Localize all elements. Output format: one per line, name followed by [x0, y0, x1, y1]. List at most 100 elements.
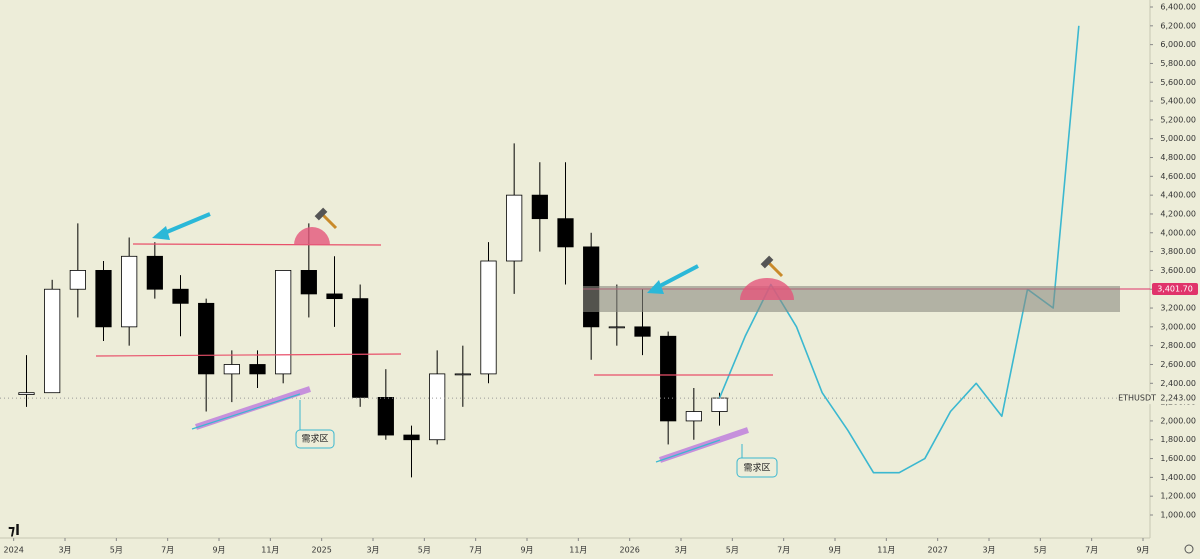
- demand-channel: [655, 439, 721, 463]
- callout-box: [736, 457, 778, 478]
- candle-body: [480, 260, 497, 375]
- y-tick-label: 3,800.00: [1160, 247, 1196, 256]
- candle-body: [249, 364, 266, 375]
- x-tick-label: 5月: [418, 546, 431, 555]
- hammer-icon: [314, 207, 338, 230]
- y-tick-label: 4,400.00: [1160, 191, 1196, 200]
- candle-body: [429, 373, 446, 441]
- candle-body: [660, 335, 677, 422]
- annotation: 需求区: [301, 433, 328, 445]
- candle-body: [69, 270, 86, 290]
- candle-body: [711, 397, 728, 412]
- x-tick-label: 2024: [3, 546, 23, 555]
- candle-body: [275, 270, 292, 375]
- x-tick-label: 7月: [1085, 546, 1098, 555]
- candle-body: [454, 373, 471, 376]
- annotation-layer: 需求区 需求区 ⁊ⅼ: [8, 207, 1194, 554]
- y-tick-label: 5,400.00: [1160, 97, 1196, 106]
- y-tick-label: 2,400.00: [1160, 379, 1196, 388]
- demand-channel: [195, 386, 311, 430]
- y-tick-label: 2,600.00: [1160, 360, 1196, 369]
- y-tick-label: 3,200.00: [1160, 304, 1196, 313]
- candle-body: [44, 288, 61, 394]
- price-label-box: [1152, 283, 1198, 296]
- x-tick-label: 2026: [619, 546, 639, 555]
- resistance-line: [132, 243, 382, 246]
- arrow-head: [647, 280, 664, 294]
- candle-body: [95, 270, 112, 328]
- candle-body: [352, 298, 369, 398]
- candle-body: [506, 194, 523, 262]
- y-tick-label: 4,800.00: [1160, 153, 1196, 162]
- x-tick-label: 3月: [982, 546, 995, 555]
- y-tick-label: 4,600.00: [1160, 172, 1196, 181]
- x-tick-label: 5月: [110, 546, 123, 555]
- x-tick-label: 5月: [726, 546, 739, 555]
- y-tick-label: 5,200.00: [1160, 115, 1196, 124]
- y-tick-label: 4,000.00: [1160, 228, 1196, 237]
- demand-channel: [191, 393, 301, 430]
- y-tick-label: 1,400.00: [1160, 473, 1196, 482]
- x-tick-label: 7月: [777, 546, 790, 555]
- x-tick-label: 2025: [311, 546, 331, 555]
- y-tick-label: 6,000.00: [1160, 40, 1196, 49]
- x-tick-label: 7月: [469, 546, 482, 555]
- support-line: [95, 353, 402, 357]
- y-tick-label: 6,400.00: [1160, 3, 1196, 12]
- x-tick-label: 3月: [366, 546, 379, 555]
- hammer-icon: [760, 255, 784, 278]
- candle-body: [531, 194, 548, 220]
- y-tick-label: 6,200.00: [1160, 21, 1196, 30]
- candle-body: [172, 288, 189, 304]
- x-tick-label: 5月: [1034, 546, 1047, 555]
- y-tick-label: 5,600.00: [1160, 78, 1196, 87]
- y-tick-label: 5,000.00: [1160, 134, 1196, 143]
- annotation: 需求区: [743, 462, 770, 474]
- price-label: 2,243.00: [1160, 394, 1196, 403]
- y-tick-label: 2,800.00: [1160, 341, 1196, 350]
- candle-body: [608, 326, 625, 329]
- y-tick-label: 2,000.00: [1160, 416, 1196, 425]
- x-tick-label: 9月: [1136, 546, 1149, 555]
- y-tick-label: 4,200.00: [1160, 209, 1196, 218]
- candle-body: [198, 302, 215, 375]
- x-tick-label: 9月: [212, 546, 225, 555]
- y-tick-label: 1,000.00: [1160, 511, 1196, 520]
- logo: ⁊ⅼ: [8, 523, 20, 539]
- x-tick-label: 3月: [58, 546, 71, 555]
- callout-box: [295, 429, 335, 449]
- y-tick-label: 3,000.00: [1160, 322, 1196, 331]
- x-tick-label: 11月: [261, 546, 279, 555]
- candle-body: [557, 218, 574, 248]
- candle-body: [685, 411, 702, 422]
- y-tick-label: 3,600.00: [1160, 266, 1196, 275]
- resistance-zone: [583, 286, 1120, 312]
- candle-body: [121, 255, 138, 328]
- arrow: [161, 212, 211, 236]
- x-tick-label: 2027: [927, 546, 947, 555]
- x-tick-label: 3月: [674, 546, 687, 555]
- y-tick-label: 1,200.00: [1160, 492, 1196, 501]
- candle-body: [18, 392, 35, 395]
- x-tick-label: 9月: [520, 546, 533, 555]
- price-label: 3,401.70: [1157, 285, 1193, 294]
- candle-body: [146, 255, 163, 290]
- y-tick-label: 1,800.00: [1160, 435, 1196, 444]
- x-tick-label: 11月: [877, 546, 895, 555]
- y-tick-label: 1,600.00: [1160, 454, 1196, 463]
- x-tick-label: 7月: [161, 546, 174, 555]
- settings-icon[interactable]: [1184, 544, 1194, 554]
- candle-body: [326, 293, 343, 300]
- candle-body: [634, 326, 651, 337]
- top-dome: [740, 278, 794, 300]
- candle-body: [403, 434, 420, 441]
- price-label-name: ETHUSDT: [1118, 394, 1156, 403]
- arrow: [655, 264, 699, 290]
- candle-body: [223, 364, 240, 375]
- y-tick-label: 5,800.00: [1160, 59, 1196, 68]
- arrow-head: [152, 226, 170, 240]
- price-label-box: [1118, 392, 1198, 405]
- candle-body: [300, 270, 317, 295]
